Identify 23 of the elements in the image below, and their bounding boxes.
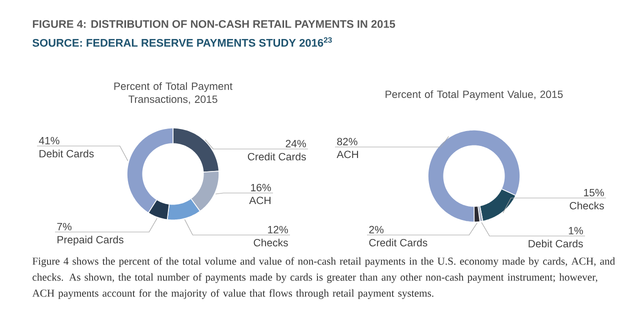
data-label: 16% <box>251 184 271 192</box>
data-label: 15% <box>584 188 604 196</box>
caption: Figure 4 shows the percent of the total volume and value of non-cash retail payments in the U.S. economy made by cards, ACH, and checks. As shown, the total number of payments made by cards is greater than any other non-cash payment instrument; however, ACH payments account for the majority of value that flows through retail payment systems. <box>32 257 615 299</box>
data-label: 12% <box>268 226 288 234</box>
slice-label: Credit Cards <box>369 238 428 246</box>
data-label: 24% <box>286 140 306 148</box>
slice-label: Checks <box>570 202 604 210</box>
slice-label: Checks <box>254 238 288 246</box>
chart-title: Percent of Total Payment Value, 2015 <box>386 90 563 100</box>
slice-label: Debit Cards <box>528 240 583 248</box>
slice-label: Credit Cards <box>248 152 306 160</box>
slice-label: Debit Cards <box>40 150 94 158</box>
slice-label: ACH <box>249 196 270 204</box>
data-label: 41% <box>38 136 60 144</box>
slice-label: Prepaid Cards <box>58 236 124 246</box>
chart-title: Percent of Total Payment Transactions, 2015 <box>114 82 232 104</box>
caption: FIGURE 4: DISTRIBUTION OF NON-CASH RETAIL PAYMENTS IN 2015 <box>32 20 396 28</box>
source-note: SOURCE: FEDERAL RESERVE PAYMENTS STUDY 2016$^{23}$ <box>32 37 332 47</box>
data-label: 2% <box>369 226 384 234</box>
data-label: 82% <box>337 138 358 146</box>
slice-label: ACH <box>336 150 358 158</box>
data-label: 7% <box>57 222 72 230</box>
data-label: 1% <box>568 226 583 234</box>
